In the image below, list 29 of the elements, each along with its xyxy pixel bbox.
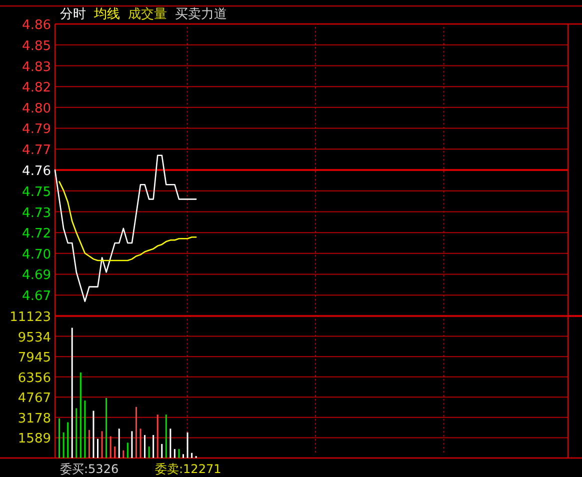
y-tick-label: 7945 xyxy=(18,350,51,366)
y-tick-label: 4.85 xyxy=(22,38,51,54)
text: 委买:5326 xyxy=(60,462,119,476)
text: 分时 xyxy=(60,7,86,22)
text: 委卖:12271 xyxy=(155,462,222,476)
y-tick-label: 4.76 xyxy=(22,164,51,179)
y-tick-label: 9534 xyxy=(18,330,51,346)
y-tick-label: 4.77 xyxy=(22,143,51,158)
y-tick-label: 3178 xyxy=(18,411,51,426)
text: 均线 xyxy=(93,7,120,22)
y-tick-label: 4.67 xyxy=(22,289,51,304)
y-tick-label: 4.79 xyxy=(22,122,51,138)
y-tick-label: 4.70 xyxy=(22,247,51,262)
y-tick-label: 4.82 xyxy=(22,80,51,96)
y-tick-label: 4.80 xyxy=(22,101,51,116)
y-tick-label: 4.72 xyxy=(22,226,51,242)
y-tick-label: 4.69 xyxy=(22,268,51,284)
y-tick-label: 1589 xyxy=(18,432,51,447)
y-tick-label: 6356 xyxy=(18,370,51,386)
y-tick-label: 4.86 xyxy=(22,18,51,33)
y-tick-label: 4767 xyxy=(18,391,51,406)
line-series xyxy=(54,154,197,302)
line-series xyxy=(58,181,197,262)
y-tick-label: 4.83 xyxy=(22,60,51,75)
y-tick-label: 4.73 xyxy=(22,206,51,221)
text: 买卖力道 xyxy=(175,7,227,22)
text: 成交量 xyxy=(128,6,167,22)
y-tick-label: 4.75 xyxy=(22,184,51,200)
y-tick-label: 11123 xyxy=(10,310,51,325)
